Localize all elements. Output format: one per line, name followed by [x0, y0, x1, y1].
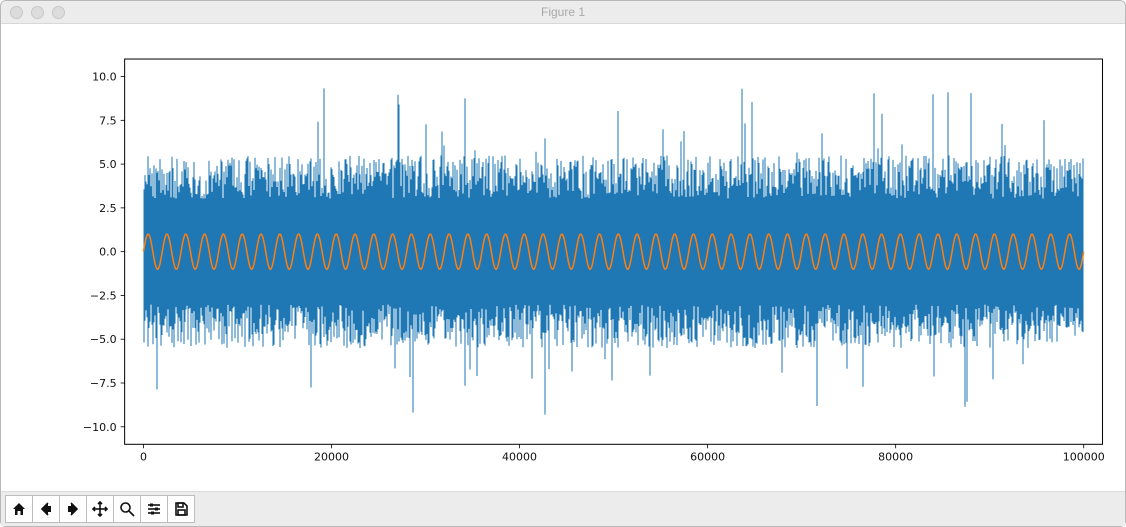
x-tick-label: 40000: [502, 450, 537, 463]
save-button[interactable]: [167, 495, 195, 523]
window-controls: [1, 6, 65, 19]
y-tick-label: −10.0: [83, 421, 117, 434]
x-tick-label: 100000: [1063, 450, 1105, 463]
window-title: Figure 1: [1, 5, 1125, 19]
pan-button[interactable]: [86, 495, 114, 523]
toolbar: [1, 491, 1125, 526]
x-tick-label: 80000: [878, 450, 913, 463]
line-chart: 0 20000 40000 60000 80000 100000 −10.0 −7.5 −5.0…: [1, 24, 1125, 491]
plot-area: 0 20000 40000 60000 80000 100000 −10.0 −7.5 −5.0…: [1, 24, 1125, 491]
forward-button[interactable]: [59, 495, 87, 523]
titlebar: Figure 1: [1, 1, 1125, 24]
x-tick-label: 20000: [314, 450, 349, 463]
home-button[interactable]: [5, 495, 33, 523]
x-tick-label: 0: [140, 450, 147, 463]
y-tick-label: −5.0: [90, 333, 117, 346]
x-tick-label: 60000: [690, 450, 725, 463]
y-tick-label: 2.5: [99, 202, 117, 215]
y-tick-label: −7.5: [90, 377, 117, 390]
configure-subplots-button[interactable]: [140, 495, 168, 523]
zoom-button[interactable]: [113, 495, 141, 523]
back-button[interactable]: [32, 495, 60, 523]
minimize-window-button[interactable]: [31, 6, 44, 19]
close-window-button[interactable]: [10, 6, 23, 19]
y-tick-label: 10.0: [92, 71, 117, 84]
y-tick-label: 7.5: [99, 114, 117, 127]
y-tick-label: −2.5: [90, 289, 117, 302]
figure-window: Figure 1 0 20000 40000 60000 80000 100000 −10.…: [0, 0, 1126, 527]
y-tick-label: 0.0: [99, 246, 117, 259]
zoom-window-button[interactable]: [52, 6, 65, 19]
y-tick-label: 5.0: [99, 158, 117, 171]
